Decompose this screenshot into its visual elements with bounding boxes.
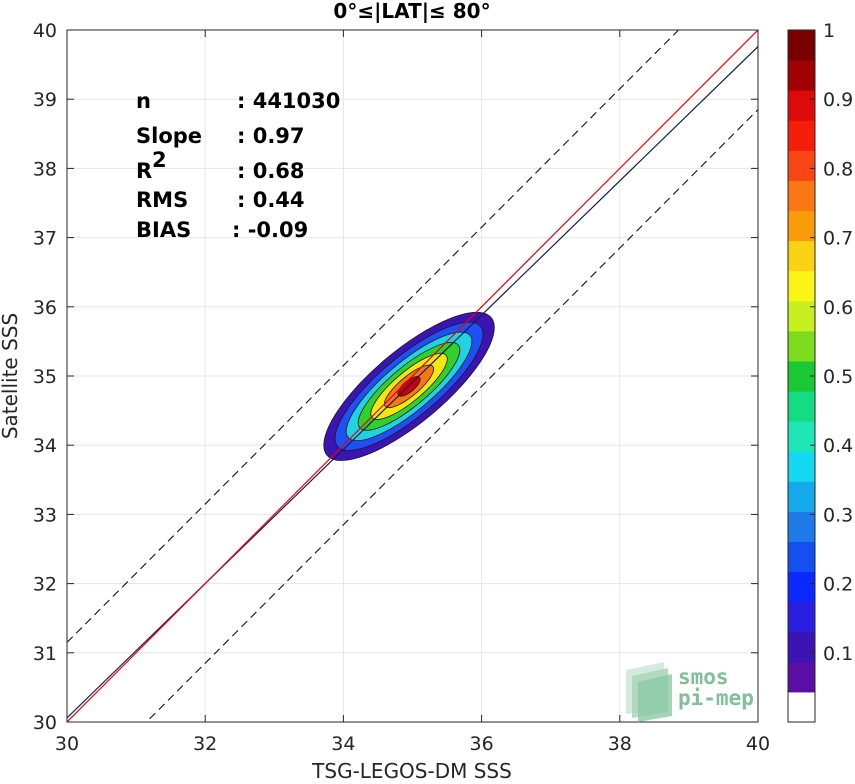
stat-label-n: n (136, 89, 151, 113)
colorbar-segment (788, 481, 815, 512)
colorbar-segment (788, 150, 815, 181)
colorbar-segment (788, 601, 815, 633)
stat-label-r: R (136, 159, 152, 183)
y-tick-label: 39 (33, 89, 57, 111)
colorbar-tick-label: 0.7 (823, 228, 853, 250)
colorbar-segment (788, 210, 815, 242)
colorbar-segment (788, 691, 815, 723)
reference-lines (67, 30, 758, 722)
y-axis-ticks: 30 31 32 33 34 35 36 37 38 39 40 (33, 20, 758, 734)
colorbar-tick-label: 0.6 (823, 297, 853, 319)
colorbar-tick-label: 0.2 (823, 574, 853, 596)
grid (66, 29, 759, 723)
x-tick-label: 34 (331, 733, 355, 755)
y-axis-label: Satellite SSS (0, 313, 22, 439)
y-tick-label: 37 (33, 228, 57, 250)
logo-text-pimep: pi-mep (678, 686, 754, 710)
colorbar-segment (788, 330, 815, 362)
upper_bound-line (67, 30, 680, 643)
colorbar-segment (788, 571, 815, 603)
colorbar-tick-label: 0.4 (823, 435, 853, 457)
lower_bound-line (145, 109, 758, 722)
colorbar-segment (788, 511, 815, 542)
stat-value-r: : 0.68 (237, 159, 305, 183)
stat-value-n: : 441030 (237, 89, 340, 113)
colorbar-segment (788, 661, 815, 693)
colorbar-segment (788, 270, 815, 302)
colorbar-segment (788, 180, 815, 212)
colorbar-tick-label: 0.9 (823, 89, 853, 111)
stat-value-rms: : 0.44 (237, 188, 305, 212)
x-tick-label: 36 (470, 733, 494, 755)
y-tick-label: 38 (33, 158, 57, 180)
x-tick-label: 40 (746, 733, 770, 755)
x-tick-label: 30 (55, 733, 79, 755)
logo-text-smos: smos (678, 665, 729, 689)
x-axis-ticks: 30 32 34 36 38 40 (55, 30, 770, 755)
stat-value-slope: : 0.97 (237, 124, 305, 148)
stat-value-bias: : -0.09 (232, 218, 308, 242)
colorbar-segment (788, 300, 815, 332)
colorbar-tick-label: 0.8 (823, 158, 853, 180)
colorbar-segment (788, 60, 815, 91)
colorbar-tick-label: 0.5 (823, 366, 853, 388)
colorbar-segment (788, 421, 815, 452)
colorbar-segment (788, 451, 815, 482)
y-tick-label: 31 (33, 643, 57, 665)
x-axis-label: TSG-LEGOS-DM SSS (311, 759, 512, 783)
colorbar-segment (788, 30, 815, 61)
y-tick-label: 34 (33, 435, 57, 457)
logo-layers-icon (626, 662, 672, 722)
y-tick-label: 36 (33, 297, 57, 319)
colorbar-segment (788, 120, 815, 151)
colorbar-segment (788, 90, 815, 121)
x-tick-label: 38 (608, 733, 632, 755)
colorbar-tick-label: 1 (823, 20, 835, 42)
y-tick-label: 33 (33, 504, 57, 526)
colorbar-tick-label: 0.3 (823, 504, 853, 526)
colorbar-segment (788, 240, 815, 272)
y-tick-label: 35 (33, 366, 57, 388)
identity-line (67, 30, 758, 722)
stat-label-slope: Slope (136, 124, 202, 148)
colorbar-segment (788, 631, 815, 663)
stats-box: n : 441030 Slope : 0.97 R 2 : 0.68 RMS : 0.44 BIA… (136, 89, 340, 242)
colorbar-segment (788, 391, 815, 422)
colorbar-tick-label: 0.1 (823, 643, 853, 665)
stat-label-bias: BIAS (136, 218, 191, 242)
colorbar-segment (788, 541, 815, 573)
stat-label-rms: RMS (136, 188, 188, 212)
y-tick-label: 40 (33, 20, 57, 42)
stat-label-superscript: 2 (152, 148, 167, 172)
smos-pi-mep-logo: smos pi-mep (626, 662, 754, 722)
x-tick-label: 32 (193, 733, 217, 755)
y-tick-label: 30 (33, 712, 57, 734)
y-tick-label: 32 (33, 574, 57, 596)
colorbar: 0.1 0.2 0.3 0.4 0.5 0.6 0.7 0.8 0.9 1 (787, 20, 853, 723)
chart-title: 0°≤|LAT|≤ 80° (333, 0, 490, 23)
